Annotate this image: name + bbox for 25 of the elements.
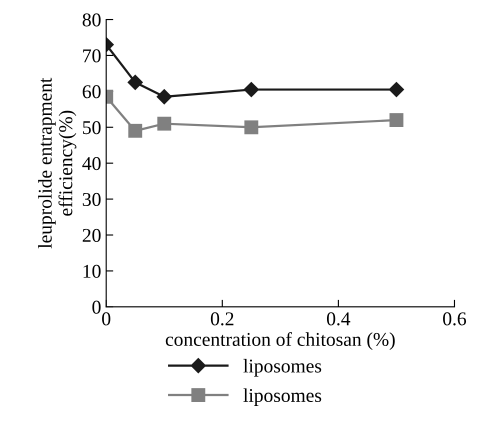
- y-tick-label: 40: [82, 157, 101, 170]
- point: [156, 89, 172, 104]
- point: [128, 74, 143, 90]
- y-tick-label: 50: [83, 121, 101, 134]
- point: [244, 120, 258, 134]
- y-tick-label: 70: [83, 49, 101, 62]
- point: [389, 113, 404, 128]
- legend-label: liposomes: [243, 388, 322, 406]
- x-tick-label: 0.2: [210, 312, 234, 326]
- x-tick-label: 0.4: [326, 312, 350, 326]
- y-tick-label: 80: [82, 13, 101, 26]
- x-axis-title: concentration of chitosan (%): [166, 332, 395, 350]
- y-tick-label: 30: [82, 192, 101, 206]
- point: [157, 116, 172, 131]
- y-tick-label: 20: [82, 228, 101, 242]
- x-tick-label: 0: [102, 312, 110, 326]
- point: [244, 82, 259, 98]
- y-axis-title: leuprolide entrapment efficiency(%): [38, 78, 76, 248]
- point: [388, 82, 404, 98]
- y-tick-label: 10: [84, 264, 101, 278]
- point: [128, 124, 142, 138]
- y-tick-label: 60: [82, 85, 101, 98]
- x-tick-label: 0.6: [443, 312, 466, 326]
- y-tick-label: 0: [92, 300, 101, 314]
- legend-label: liposomes: [243, 358, 322, 377]
